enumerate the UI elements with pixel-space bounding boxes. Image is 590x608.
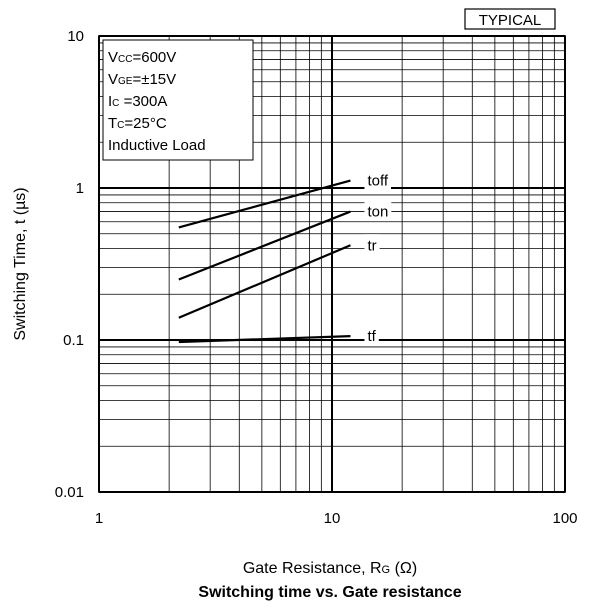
chart-title: Switching time vs. Gate resistance <box>198 584 461 601</box>
series-label-ton: ton <box>364 200 392 221</box>
condition-line-3: TC=25°C <box>108 115 167 132</box>
condition-line-2: IC =300A <box>108 93 167 110</box>
svg-text:tf: tf <box>367 328 376 345</box>
series-line-tf <box>178 335 351 344</box>
y-axis-label: Switching Time, t (µs) <box>12 187 29 340</box>
svg-text:ton: ton <box>367 204 388 221</box>
series-label-tf: tf <box>364 325 379 346</box>
x-tick-label: 1 <box>95 510 103 527</box>
condition-line-1: VGE=±15V <box>108 71 176 88</box>
x-tick-label: 100 <box>552 510 577 527</box>
series-line-toff <box>178 179 351 229</box>
condition-line-4: Inductive Load <box>108 137 206 154</box>
x-axis-label: Gate Resistance, RG (Ω) <box>243 560 417 577</box>
series-line-ton <box>178 210 351 281</box>
series-label-tr: tr <box>364 234 380 255</box>
y-tick-label: 10 <box>67 28 84 45</box>
series-label-toff: toff <box>364 169 392 190</box>
series-line-tr <box>178 244 351 319</box>
y-tick-label: 0.01 <box>55 484 84 501</box>
x-tick-label: 10 <box>324 510 341 527</box>
condition-line-0: VCC=600V <box>108 49 176 66</box>
typical-badge-label: TYPICAL <box>479 12 542 29</box>
svg-text:tr: tr <box>367 237 376 254</box>
y-tick-label: 1 <box>76 180 84 197</box>
y-tick-label: 0.1 <box>63 332 84 349</box>
plot-frame <box>98 35 566 493</box>
typical-badge: TYPICAL <box>464 8 556 30</box>
tick-labels: 1 10 100 10 1 0.1 0.01 <box>55 28 578 527</box>
conditions-box: VCC=600V VGE=±15V IC =300A TC=25°C Induc… <box>102 39 254 161</box>
series-layer: toff ton tr tf <box>178 169 392 346</box>
svg-text:toff: toff <box>367 173 388 190</box>
